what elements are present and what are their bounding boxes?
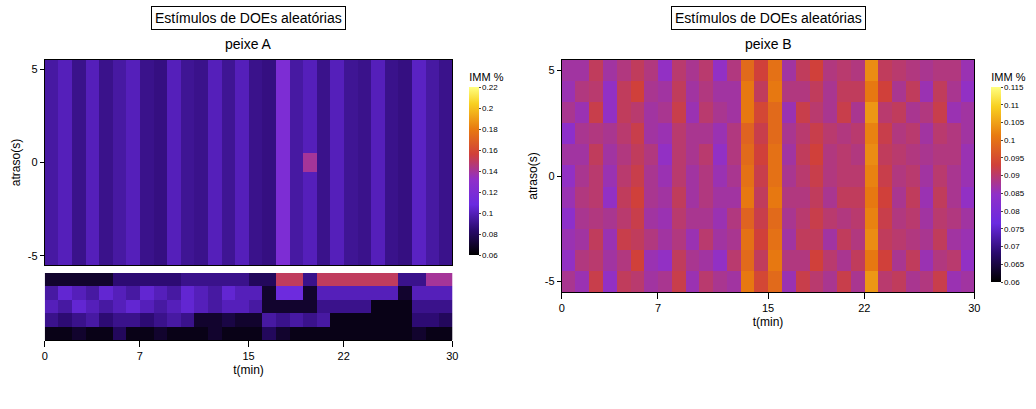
- svg-text:0: 0: [42, 350, 48, 362]
- svg-text:0.1: 0.1: [1004, 136, 1016, 145]
- svg-text:0: 0: [559, 302, 565, 314]
- svg-text:atraso(s): atraso(s): [9, 139, 23, 186]
- svg-text:5: 5: [31, 63, 37, 75]
- svg-text:0.18: 0.18: [482, 125, 498, 134]
- svg-text:7: 7: [655, 302, 661, 314]
- svg-text:30: 30: [446, 350, 458, 362]
- svg-text:0.085: 0.085: [1004, 189, 1025, 198]
- svg-text:0.12: 0.12: [482, 188, 498, 197]
- svg-text:0: 0: [31, 156, 37, 168]
- svg-text:t(min): t(min): [233, 363, 264, 377]
- svg-text:5: 5: [548, 64, 554, 76]
- svg-text:t(min): t(min): [753, 315, 784, 329]
- svg-text:0.2: 0.2: [482, 104, 494, 113]
- svg-text:0.08: 0.08: [1004, 207, 1020, 216]
- svg-text:0.095: 0.095: [1004, 154, 1025, 163]
- svg-text:Estímulos de DOEs aleatórias: Estímulos de DOEs aleatórias: [155, 10, 342, 26]
- svg-text:0.07: 0.07: [1004, 242, 1020, 251]
- svg-text:22: 22: [338, 350, 350, 362]
- svg-text:0.22: 0.22: [482, 83, 498, 92]
- svg-text:0.105: 0.105: [1004, 118, 1025, 127]
- svg-text:0.06: 0.06: [1004, 278, 1020, 287]
- svg-text:15: 15: [242, 350, 254, 362]
- svg-text:peixe B: peixe B: [745, 36, 792, 52]
- svg-text:-5: -5: [545, 275, 555, 287]
- svg-text:0.065: 0.065: [1004, 260, 1025, 269]
- svg-text:15: 15: [762, 302, 774, 314]
- svg-text:atraso(s): atraso(s): [526, 152, 540, 199]
- svg-text:0.14: 0.14: [482, 167, 498, 176]
- svg-text:IMM %: IMM %: [991, 71, 1025, 83]
- svg-text:0.115: 0.115: [1004, 83, 1024, 92]
- svg-text:peixe A: peixe A: [225, 36, 272, 52]
- svg-text:0.075: 0.075: [1004, 225, 1025, 234]
- svg-text:-5: -5: [28, 250, 38, 262]
- svg-text:0.1: 0.1: [482, 209, 494, 218]
- svg-text:0.16: 0.16: [482, 146, 498, 155]
- svg-text:0.11: 0.11: [1004, 101, 1020, 110]
- svg-text:30: 30: [968, 302, 980, 314]
- svg-text:IMM %: IMM %: [469, 71, 503, 83]
- svg-text:7: 7: [137, 350, 143, 362]
- svg-text:0.08: 0.08: [482, 230, 498, 239]
- svg-text:0.09: 0.09: [1004, 171, 1020, 180]
- svg-text:0: 0: [548, 170, 554, 182]
- svg-text:0.06: 0.06: [482, 251, 498, 260]
- svg-text:Estímulos de DOEs aleatórias: Estímulos de DOEs aleatórias: [675, 10, 862, 26]
- svg-text:22: 22: [858, 302, 870, 314]
